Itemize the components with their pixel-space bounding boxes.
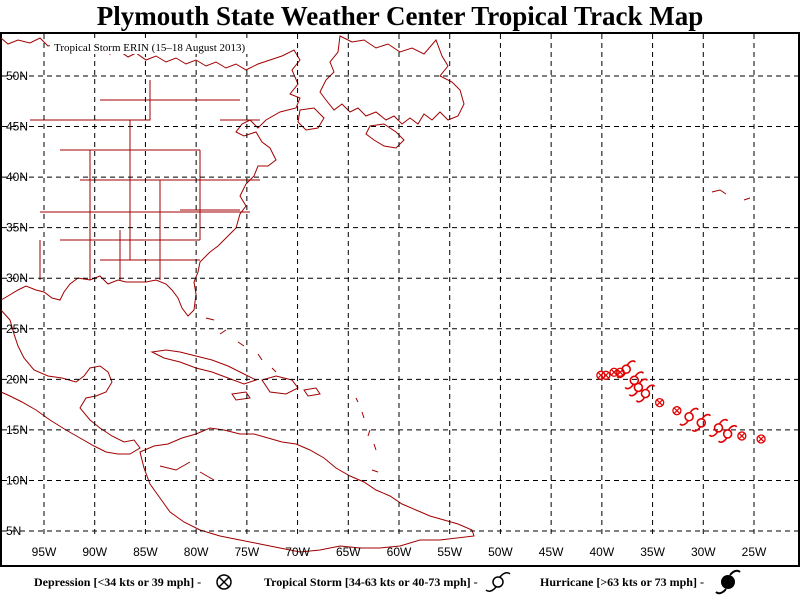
lon-tick-label: 70W bbox=[285, 545, 310, 559]
legend-depression-label: Depression [<34 kts or 39 mph] - bbox=[34, 575, 201, 589]
lon-tick-label: 45W bbox=[539, 545, 564, 559]
legend-hurricane-label: Hurricane [>63 kts or 73 mph] - bbox=[540, 575, 704, 589]
lon-tick-label: 40W bbox=[590, 545, 615, 559]
lon-tick-label: 55W bbox=[437, 545, 462, 559]
lat-tick-label: 10N bbox=[6, 473, 28, 487]
track-point-tropical-storm bbox=[717, 424, 738, 443]
lon-tick-label: 95W bbox=[32, 545, 57, 559]
lat-tick-label: 50N bbox=[6, 69, 28, 83]
track-point-depression bbox=[601, 370, 611, 380]
track-point-tropical-storm bbox=[691, 413, 711, 432]
storm-subtitle: Tropical Storm ERIN (15–18 August 2013) bbox=[54, 42, 246, 54]
circle-x-icon bbox=[216, 574, 232, 590]
track-point-tropical-storm bbox=[628, 378, 649, 397]
map-frame bbox=[0, 32, 800, 567]
track-point-tropical-storm bbox=[635, 384, 656, 403]
track-point-tropical-storm bbox=[679, 407, 699, 426]
subtitle-background bbox=[50, 38, 280, 54]
lon-tick-label: 65W bbox=[336, 545, 361, 559]
track-point-tropical-storm bbox=[616, 360, 636, 379]
lon-tick-label: 50W bbox=[488, 545, 513, 559]
legend: Depression [<34 kts or 39 mph] - Tropica… bbox=[34, 569, 741, 595]
open-swirl-icon bbox=[485, 572, 511, 592]
track-point-depression bbox=[756, 434, 766, 444]
track-point-depression bbox=[672, 406, 682, 416]
latitude-tick-labels: 50N 45N 40N 35N 30N 25N 20N 15N 10N 5N bbox=[6, 69, 28, 538]
lat-tick-label: 35N bbox=[6, 221, 28, 235]
lat-tick-label: 5N bbox=[6, 524, 21, 538]
track-point-depression bbox=[737, 431, 747, 441]
lat-tick-label: 25N bbox=[6, 322, 28, 336]
track-point-tropical-storm bbox=[624, 371, 645, 390]
coastline-layer bbox=[0, 35, 751, 553]
lat-tick-label: 15N bbox=[6, 423, 28, 437]
lon-tick-label: 25W bbox=[742, 545, 767, 559]
filled-swirl-icon bbox=[715, 569, 741, 595]
lon-tick-label: 35W bbox=[640, 545, 665, 559]
lat-tick-label: 40N bbox=[6, 170, 28, 184]
lon-tick-label: 60W bbox=[387, 545, 412, 559]
lat-tick-label: 20N bbox=[6, 372, 28, 386]
lat-lon-grid bbox=[2, 34, 798, 536]
track-point-depression bbox=[655, 397, 665, 408]
longitude-tick-labels: 95W 90W 85W 80W 75W 70W 65W 60W 55W 50W 45W 40W 35W 3… bbox=[32, 545, 767, 559]
lon-tick-label: 75W bbox=[235, 545, 260, 559]
map-title: Plymouth State Weather Center Tropical T… bbox=[97, 1, 703, 31]
lat-tick-label: 30N bbox=[6, 271, 28, 285]
storm-track bbox=[596, 360, 766, 444]
lat-tick-label: 45N bbox=[6, 120, 28, 134]
lon-tick-label: 85W bbox=[133, 545, 158, 559]
lon-tick-label: 90W bbox=[82, 545, 107, 559]
legend-tropical-storm-label: Tropical Storm [34-63 kts or 40-73 mph] … bbox=[264, 575, 478, 589]
lon-tick-label: 30W bbox=[691, 545, 716, 559]
track-point-tropical-storm bbox=[708, 418, 729, 437]
lon-tick-label: 80W bbox=[184, 545, 209, 559]
